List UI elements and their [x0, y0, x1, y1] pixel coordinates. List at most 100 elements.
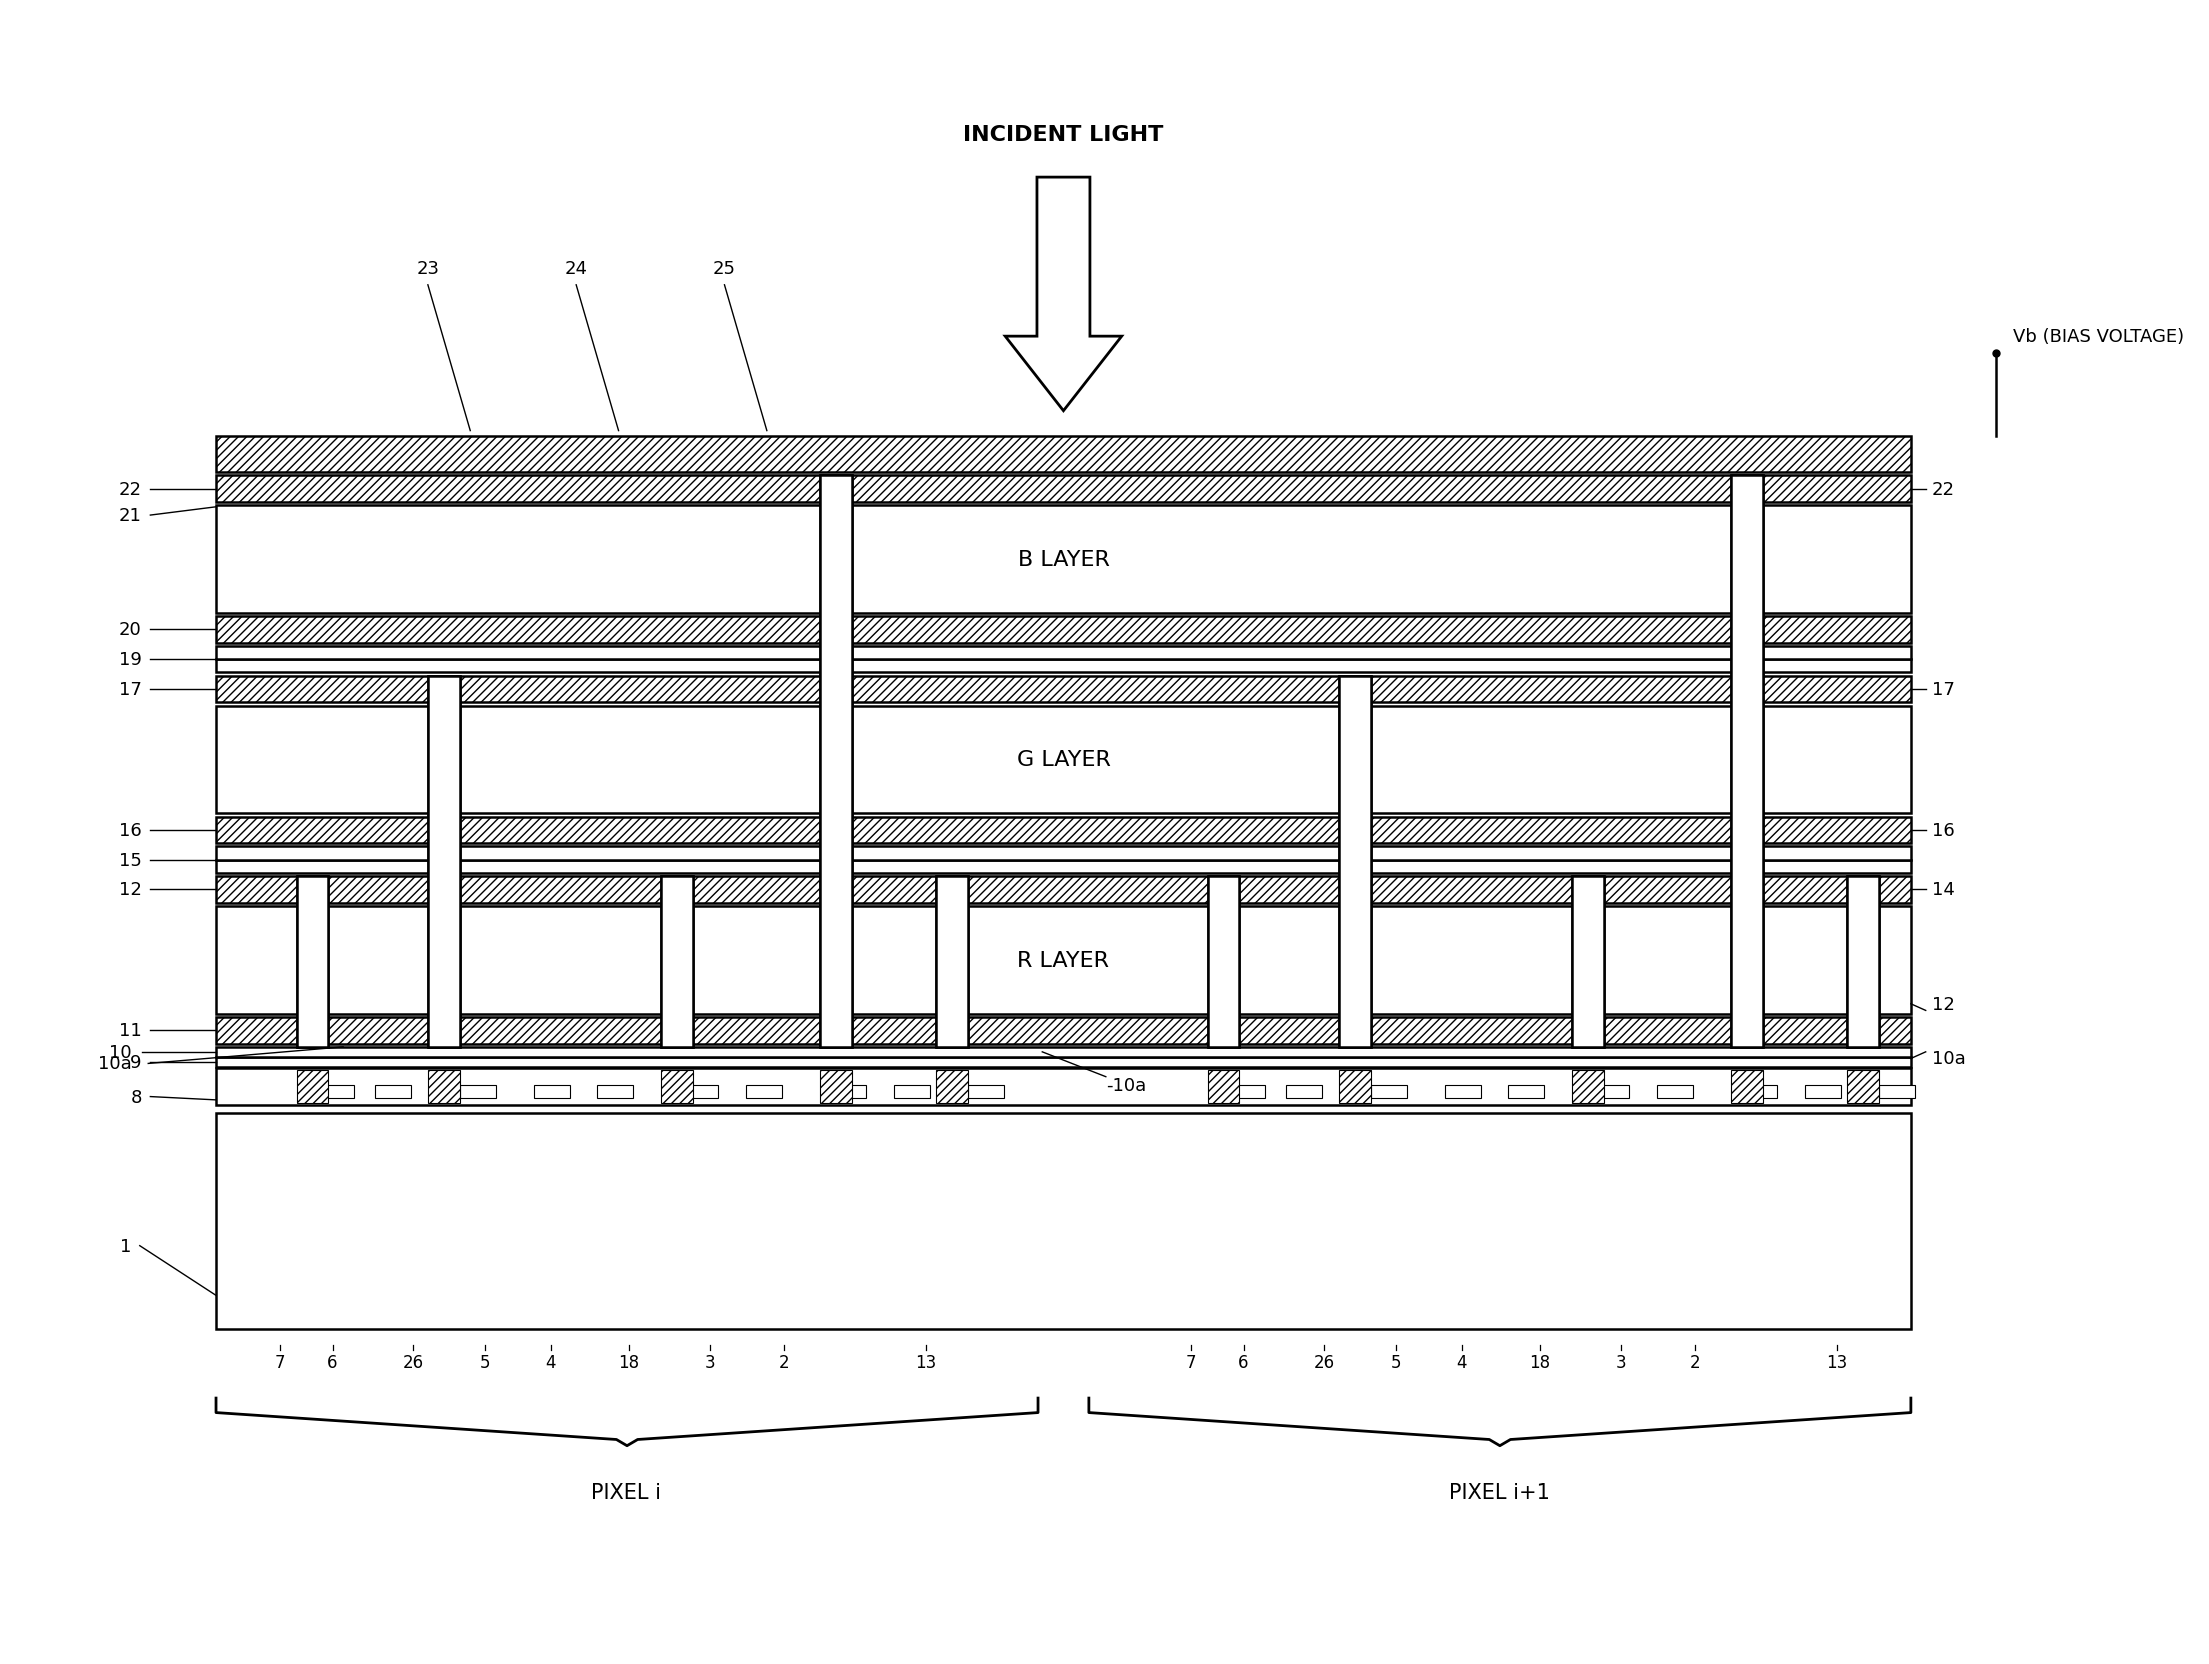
Bar — [660, 877, 694, 1047]
Text: 5: 5 — [479, 1353, 490, 1371]
Bar — [296, 877, 329, 1047]
Text: 18: 18 — [619, 1353, 641, 1371]
Bar — [1573, 1070, 1604, 1103]
Text: 22: 22 — [1933, 481, 1955, 498]
Bar — [1880, 1085, 1915, 1098]
Bar — [429, 676, 459, 1047]
Bar — [1370, 1085, 1407, 1098]
Bar — [1732, 1070, 1763, 1103]
Text: INCIDENT LIGHT: INCIDENT LIGHT — [963, 125, 1164, 145]
Text: 6: 6 — [327, 1353, 338, 1371]
Bar — [216, 436, 1911, 473]
Text: 20: 20 — [119, 621, 141, 639]
Bar — [429, 676, 459, 1047]
Bar — [296, 1070, 329, 1103]
Bar — [1339, 676, 1370, 1047]
Text: 3: 3 — [1615, 1353, 1626, 1371]
Bar — [216, 1113, 1911, 1328]
Bar — [1805, 1085, 1840, 1098]
Text: 7: 7 — [274, 1353, 285, 1371]
Text: 3: 3 — [705, 1353, 716, 1371]
Bar — [1573, 877, 1604, 1047]
Text: B LAYER: B LAYER — [1018, 549, 1109, 569]
Text: 14: 14 — [1933, 880, 1955, 899]
Text: 24: 24 — [566, 260, 588, 278]
Bar — [216, 1017, 1911, 1043]
Bar — [459, 1085, 495, 1098]
Bar — [216, 877, 1911, 904]
Bar — [216, 907, 1911, 1013]
Text: 22: 22 — [119, 481, 141, 498]
Text: 23: 23 — [415, 260, 440, 278]
Bar — [831, 1085, 866, 1098]
Text: G LAYER: G LAYER — [1016, 750, 1111, 770]
Text: 16: 16 — [119, 822, 141, 839]
Text: 1: 1 — [119, 1236, 130, 1255]
Bar — [216, 847, 1911, 860]
Text: 6: 6 — [1239, 1353, 1248, 1371]
Bar — [216, 860, 1911, 874]
Bar — [1732, 476, 1763, 1047]
Bar — [296, 877, 329, 1047]
Bar — [895, 1085, 930, 1098]
Text: 17: 17 — [1933, 681, 1955, 699]
Text: PIXEL i+1: PIXEL i+1 — [1449, 1483, 1549, 1503]
Bar — [216, 661, 1911, 672]
Bar — [1445, 1085, 1480, 1098]
Text: 21: 21 — [119, 508, 141, 524]
Bar — [376, 1085, 411, 1098]
Bar — [216, 617, 1911, 644]
Bar — [596, 1085, 634, 1098]
Text: 10a: 10a — [1933, 1050, 1966, 1068]
Bar — [1208, 1070, 1239, 1103]
Bar — [660, 877, 694, 1047]
Text: R LAYER: R LAYER — [1018, 950, 1109, 970]
Bar — [820, 476, 853, 1047]
Bar — [968, 1085, 1005, 1098]
Bar — [1509, 1085, 1544, 1098]
Text: 2: 2 — [778, 1353, 789, 1371]
Bar — [216, 1047, 1911, 1057]
Text: 13: 13 — [1827, 1353, 1847, 1371]
Bar — [820, 476, 853, 1047]
Bar — [1657, 1085, 1692, 1098]
Bar — [216, 706, 1911, 814]
Bar — [1286, 1085, 1321, 1098]
Bar — [1847, 1070, 1880, 1103]
Bar — [216, 1068, 1911, 1105]
Bar — [820, 1070, 853, 1103]
Bar — [216, 476, 1911, 503]
Text: 19: 19 — [119, 651, 141, 669]
Text: 4: 4 — [546, 1353, 557, 1371]
Text: 7: 7 — [1186, 1353, 1195, 1371]
Polygon shape — [1005, 178, 1122, 411]
Text: PIXEL i: PIXEL i — [592, 1483, 660, 1503]
Bar — [216, 506, 1911, 614]
Bar — [1339, 676, 1370, 1047]
Bar — [318, 1085, 353, 1098]
Bar — [216, 817, 1911, 844]
Bar — [660, 1070, 694, 1103]
Bar — [1208, 877, 1239, 1047]
Bar — [216, 1057, 1911, 1067]
Text: 4: 4 — [1456, 1353, 1467, 1371]
Bar — [1741, 1085, 1778, 1098]
Bar — [1732, 476, 1763, 1047]
Bar — [747, 1085, 782, 1098]
Bar — [535, 1085, 570, 1098]
Text: 2: 2 — [1690, 1353, 1701, 1371]
Text: 12: 12 — [1933, 995, 1955, 1013]
Bar — [683, 1085, 718, 1098]
Bar — [1847, 877, 1880, 1047]
Bar — [1573, 877, 1604, 1047]
Text: 5: 5 — [1392, 1353, 1401, 1371]
Text: 12: 12 — [119, 880, 141, 899]
Bar — [1208, 877, 1239, 1047]
Text: 8: 8 — [130, 1088, 141, 1107]
Bar — [937, 1070, 968, 1103]
Bar — [937, 877, 968, 1047]
Text: 16: 16 — [1933, 822, 1955, 839]
Bar — [1228, 1085, 1266, 1098]
Bar — [216, 676, 1911, 702]
Text: 18: 18 — [1529, 1353, 1551, 1371]
